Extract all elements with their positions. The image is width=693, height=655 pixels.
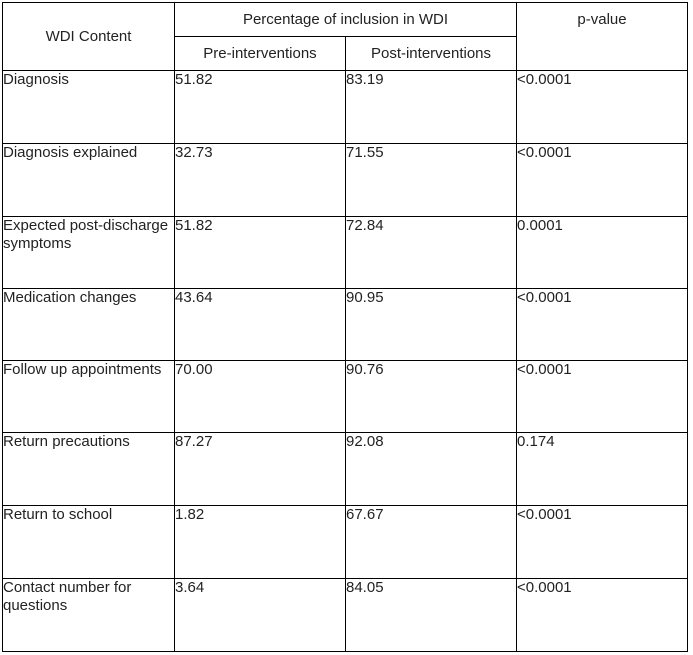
row-p-value-cell: <0.0001 <box>516 505 688 579</box>
row-post-cell: 92.08 <box>345 432 517 506</box>
row-pre-cell: 1.82 <box>174 505 346 579</box>
row-pre-cell: 87.27 <box>174 432 346 506</box>
row-post-cell: 71.55 <box>345 143 517 217</box>
table-row: Contact number for questions 3.64 84.05 <0.… <box>2 578 688 652</box>
header-wdi-content: WDI Content <box>2 2 175 71</box>
row-content-cell: Diagnosis explained <box>2 143 175 217</box>
header-pre-interventions: Pre-interventions <box>174 36 346 71</box>
row-content-cell: Return to school <box>2 505 175 579</box>
row-post-cell: 83.19 <box>345 70 517 144</box>
row-post-cell: 84.05 <box>345 578 517 652</box>
row-p-value-cell: <0.0001 <box>516 578 688 652</box>
row-p-value-cell: <0.0001 <box>516 70 688 144</box>
subheader-row: Pre-interventions Post-interventions <box>3 36 688 71</box>
row-p-value-cell: <0.0001 <box>516 143 688 217</box>
row-content-cell: Diagnosis <box>2 70 175 144</box>
header-percentage-group: Percentage of inclusion in WDI <box>174 2 517 37</box>
table-row: Follow up appointments 70.00 90.76 <0.0001 <box>2 360 688 433</box>
row-post-cell: 72.84 <box>345 216 517 289</box>
header-post-interventions: Post-interventions <box>345 36 517 71</box>
row-pre-cell: 70.00 <box>174 360 346 433</box>
row-post-cell: 90.95 <box>345 288 517 361</box>
row-content-cell: Medication changes <box>2 288 175 361</box>
row-p-value-cell: 0.174 <box>516 432 688 506</box>
row-post-cell: 90.76 <box>345 360 517 433</box>
row-pre-cell: 3.64 <box>174 578 346 652</box>
row-p-value-cell: 0.0001 <box>516 216 688 289</box>
table-body: Diagnosis 51.82 83.19 <0.0001 Diagnosis expl… <box>2 70 688 652</box>
table-row: Diagnosis explained 32.73 71.55 <0.0001 <box>2 143 688 217</box>
header-p-value: p-value <box>516 2 688 71</box>
row-pre-cell: 51.82 <box>174 70 346 144</box>
row-p-value-cell: <0.0001 <box>516 360 688 433</box>
table-row: Return to school 1.82 67.67 <0.0001 <box>2 505 688 579</box>
row-content-cell: Expected post-discharge symptoms <box>2 216 175 289</box>
row-pre-cell: 51.82 <box>174 216 346 289</box>
row-content-cell: Return precautions <box>2 432 175 506</box>
row-content-cell: Contact number for questions <box>2 578 175 652</box>
row-pre-cell: 43.64 <box>174 288 346 361</box>
table-row: Expected post-discharge symptoms 51.82 72.… <box>2 216 688 289</box>
table-row: Return precautions 87.27 92.08 0.174 <box>2 432 688 506</box>
table-row: Diagnosis 51.82 83.19 <0.0001 <box>2 70 688 144</box>
table-row: Medication changes 43.64 90.95 <0.0001 <box>2 288 688 361</box>
row-post-cell: 67.67 <box>345 505 517 579</box>
row-pre-cell: 32.73 <box>174 143 346 217</box>
row-content-cell: Follow up appointments <box>2 360 175 433</box>
row-p-value-cell: <0.0001 <box>516 288 688 361</box>
header-row: WDI Content Percentage of inclusion in W… <box>2 2 688 71</box>
